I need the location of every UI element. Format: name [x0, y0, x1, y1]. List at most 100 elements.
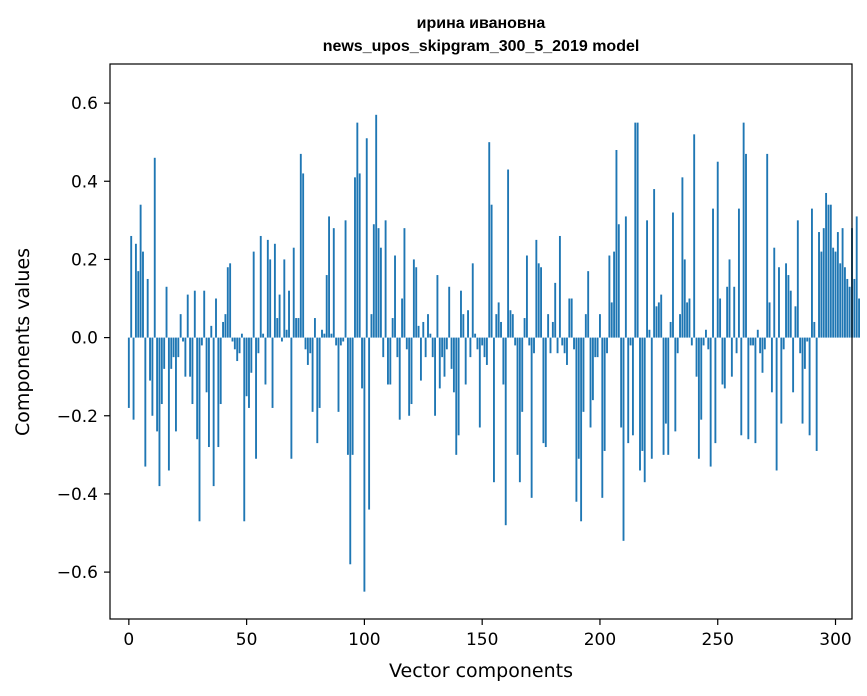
bar-289	[808, 337, 811, 436]
bar-63	[276, 318, 279, 338]
bar-127	[427, 314, 429, 338]
bar-296	[825, 192, 828, 338]
bar-125	[422, 321, 425, 338]
bar-145	[469, 337, 472, 358]
bar-225	[657, 302, 660, 338]
bar-261	[742, 122, 745, 338]
bar-80	[316, 337, 319, 444]
bar-122	[415, 267, 418, 338]
bar-92	[344, 220, 347, 338]
bar-147	[474, 333, 477, 338]
bar-252	[721, 337, 724, 385]
bar-283	[794, 306, 797, 338]
y-tick-label-2: −0.2	[57, 407, 98, 427]
bar-53	[252, 251, 255, 338]
bar-138	[452, 337, 455, 393]
bar-203	[606, 337, 608, 354]
bar-264	[749, 337, 752, 346]
bar-43	[229, 263, 232, 338]
bar-287	[803, 337, 806, 369]
bar-152	[485, 337, 488, 365]
bar-303	[841, 228, 844, 338]
x-tick-label-200: 200	[584, 630, 616, 650]
bar-204	[608, 255, 611, 338]
bar-186	[566, 337, 568, 365]
bar-47	[238, 337, 241, 354]
bar-232	[674, 337, 677, 432]
x-tick-label-150: 150	[466, 630, 498, 650]
bar-120	[410, 337, 413, 405]
bar-109	[384, 220, 387, 338]
bar-302	[839, 263, 842, 338]
y-axis-ticks: −0.6 −0.4 −0.2 0.0 0.2 0.4 0.6	[57, 94, 110, 583]
bar-2	[132, 337, 135, 420]
bar-159	[502, 337, 505, 385]
bar-235	[681, 177, 684, 338]
bar-277	[780, 337, 783, 424]
bar-19	[172, 337, 175, 358]
bar-193	[582, 337, 585, 412]
bar-96	[354, 177, 356, 338]
bar-281	[789, 290, 792, 338]
bar-166	[518, 337, 521, 483]
bar-131	[436, 275, 439, 338]
bar-7	[144, 337, 147, 467]
bar-79	[313, 318, 316, 338]
y-tick-label-1: −0.4	[57, 485, 98, 505]
bar-143	[464, 337, 467, 385]
bar-262	[745, 153, 747, 338]
bar-108	[382, 337, 385, 358]
bar-245	[705, 329, 707, 338]
bar-285	[799, 337, 802, 354]
chart-title-line-2: news_upos_skipgram_300_5_2019 model	[323, 38, 640, 55]
bar-89	[337, 337, 340, 412]
bar-218	[641, 337, 644, 451]
bar-101	[365, 138, 368, 338]
bar-10	[151, 337, 154, 416]
bar-112	[391, 318, 394, 338]
bar-224	[655, 306, 658, 338]
bar-255	[728, 259, 731, 338]
bar-223	[653, 189, 656, 338]
bar-85	[328, 216, 330, 338]
bar-184	[561, 337, 564, 346]
bar-87	[332, 228, 335, 338]
bar-309	[855, 216, 858, 338]
bar-75	[304, 337, 307, 350]
bar-188	[570, 298, 573, 338]
bar-246	[707, 337, 710, 350]
bar-172	[533, 337, 535, 354]
bar-49	[243, 337, 246, 522]
bar-62	[273, 243, 276, 338]
bar-306	[848, 286, 851, 338]
bar-55	[257, 337, 260, 354]
bar-286	[801, 337, 804, 424]
x-axis-label: Vector components	[389, 660, 573, 682]
bar-66	[283, 259, 286, 338]
bar-174	[537, 263, 540, 338]
bar-247	[709, 337, 712, 467]
bar-128	[429, 333, 432, 338]
bar-272	[768, 302, 771, 338]
bar-212	[627, 337, 630, 444]
bar-140	[457, 337, 460, 436]
bar-45	[233, 337, 236, 350]
bar-253	[723, 337, 726, 389]
bar-123	[417, 325, 420, 338]
bar-35	[210, 325, 213, 338]
bar-199	[596, 337, 599, 358]
bar-181	[554, 282, 557, 338]
x-tick-label-0: 0	[123, 630, 134, 650]
bar-77	[309, 337, 312, 354]
bar-42	[226, 267, 229, 338]
bar-209	[620, 337, 623, 428]
bar-226	[660, 294, 663, 338]
bar-279	[785, 263, 787, 338]
y-axis-label: Components values	[12, 248, 34, 436]
bar-115	[398, 337, 401, 420]
bar-201	[601, 337, 604, 498]
bar-221	[648, 329, 651, 338]
bar-111	[389, 337, 392, 385]
bar-20	[175, 337, 177, 432]
bar-14	[160, 337, 163, 405]
